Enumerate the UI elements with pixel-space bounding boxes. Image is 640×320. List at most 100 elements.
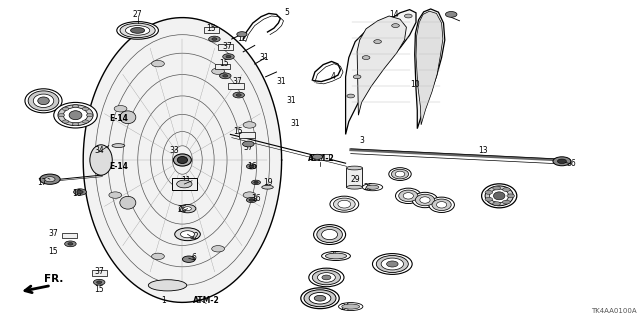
Text: 26: 26 — [177, 205, 188, 214]
Ellipse shape — [326, 253, 347, 259]
Text: E-14: E-14 — [109, 162, 128, 171]
Circle shape — [243, 122, 256, 128]
Text: 27: 27 — [132, 10, 143, 19]
Ellipse shape — [338, 200, 351, 208]
Ellipse shape — [148, 280, 187, 291]
Ellipse shape — [308, 268, 344, 287]
Ellipse shape — [322, 252, 351, 260]
Circle shape — [246, 197, 257, 203]
Circle shape — [77, 190, 83, 194]
Text: 37: 37 — [94, 268, 104, 276]
Text: 37: 37 — [48, 229, 58, 238]
Ellipse shape — [112, 144, 125, 148]
Ellipse shape — [403, 193, 413, 199]
Circle shape — [493, 186, 500, 190]
Ellipse shape — [372, 253, 412, 274]
Text: 11: 11 — [181, 176, 190, 185]
Text: 37: 37 — [243, 143, 253, 152]
Circle shape — [507, 194, 515, 198]
Circle shape — [252, 180, 260, 185]
Circle shape — [212, 68, 225, 75]
Circle shape — [233, 92, 244, 98]
Ellipse shape — [330, 196, 359, 212]
Text: 37: 37 — [232, 77, 242, 86]
Ellipse shape — [125, 26, 150, 35]
Ellipse shape — [381, 258, 404, 270]
Text: TK4AA0100A: TK4AA0100A — [591, 308, 637, 314]
Text: 36: 36 — [566, 159, 576, 168]
Ellipse shape — [436, 202, 447, 208]
Circle shape — [312, 154, 323, 159]
Bar — [172, 178, 197, 190]
Text: 10: 10 — [410, 80, 420, 89]
Text: 24: 24 — [340, 303, 351, 312]
Text: 19: 19 — [262, 178, 273, 187]
Text: 2: 2 — [328, 231, 333, 240]
Circle shape — [236, 94, 241, 96]
Ellipse shape — [25, 89, 62, 113]
Ellipse shape — [28, 91, 59, 111]
Text: 14: 14 — [388, 10, 399, 19]
Ellipse shape — [347, 166, 363, 170]
Circle shape — [72, 105, 79, 108]
Text: 5: 5 — [284, 8, 289, 17]
Ellipse shape — [309, 292, 331, 304]
Bar — [215, 64, 230, 69]
Circle shape — [243, 192, 256, 198]
Text: 33: 33 — [169, 146, 179, 155]
Ellipse shape — [314, 225, 346, 244]
Ellipse shape — [389, 168, 412, 180]
Ellipse shape — [333, 198, 355, 210]
Bar — [239, 132, 255, 138]
Text: 8: 8 — [323, 274, 328, 283]
Circle shape — [502, 188, 510, 191]
Ellipse shape — [69, 111, 82, 120]
Text: 25: 25 — [363, 183, 373, 192]
Text: 7: 7 — [316, 295, 321, 304]
Circle shape — [374, 40, 381, 44]
Circle shape — [243, 141, 254, 147]
Text: 35: 35 — [330, 252, 340, 260]
Circle shape — [65, 241, 76, 247]
Text: 15: 15 — [94, 285, 104, 294]
Text: 16: 16 — [246, 162, 257, 171]
Circle shape — [83, 120, 89, 123]
Ellipse shape — [90, 145, 112, 175]
Ellipse shape — [322, 229, 338, 240]
Circle shape — [485, 197, 493, 201]
Text: 30: 30 — [401, 191, 412, 200]
Circle shape — [220, 73, 231, 79]
Ellipse shape — [432, 199, 451, 211]
Circle shape — [553, 157, 571, 166]
Circle shape — [502, 200, 510, 204]
Text: 34: 34 — [94, 146, 104, 155]
Bar — [204, 27, 219, 33]
Circle shape — [249, 199, 254, 201]
Text: 15: 15 — [48, 247, 58, 256]
Ellipse shape — [120, 111, 136, 124]
Bar — [311, 154, 329, 160]
Circle shape — [249, 165, 254, 168]
Circle shape — [180, 231, 195, 238]
Circle shape — [58, 114, 65, 117]
Circle shape — [72, 123, 79, 126]
Ellipse shape — [312, 270, 340, 285]
Circle shape — [152, 253, 164, 260]
Circle shape — [223, 54, 234, 60]
Ellipse shape — [429, 197, 454, 212]
Ellipse shape — [131, 28, 145, 33]
Text: 28: 28 — [37, 93, 46, 102]
Ellipse shape — [342, 304, 360, 309]
Circle shape — [179, 204, 196, 213]
Ellipse shape — [33, 94, 54, 108]
Text: 4: 4 — [330, 72, 335, 81]
Ellipse shape — [392, 169, 409, 179]
Text: 9: 9 — [396, 170, 401, 179]
Text: E-14: E-14 — [109, 114, 128, 123]
Ellipse shape — [54, 102, 97, 128]
Text: 6: 6 — [191, 253, 196, 262]
Ellipse shape — [493, 192, 505, 200]
Circle shape — [226, 55, 231, 58]
Bar — [218, 44, 233, 50]
Circle shape — [74, 189, 86, 195]
